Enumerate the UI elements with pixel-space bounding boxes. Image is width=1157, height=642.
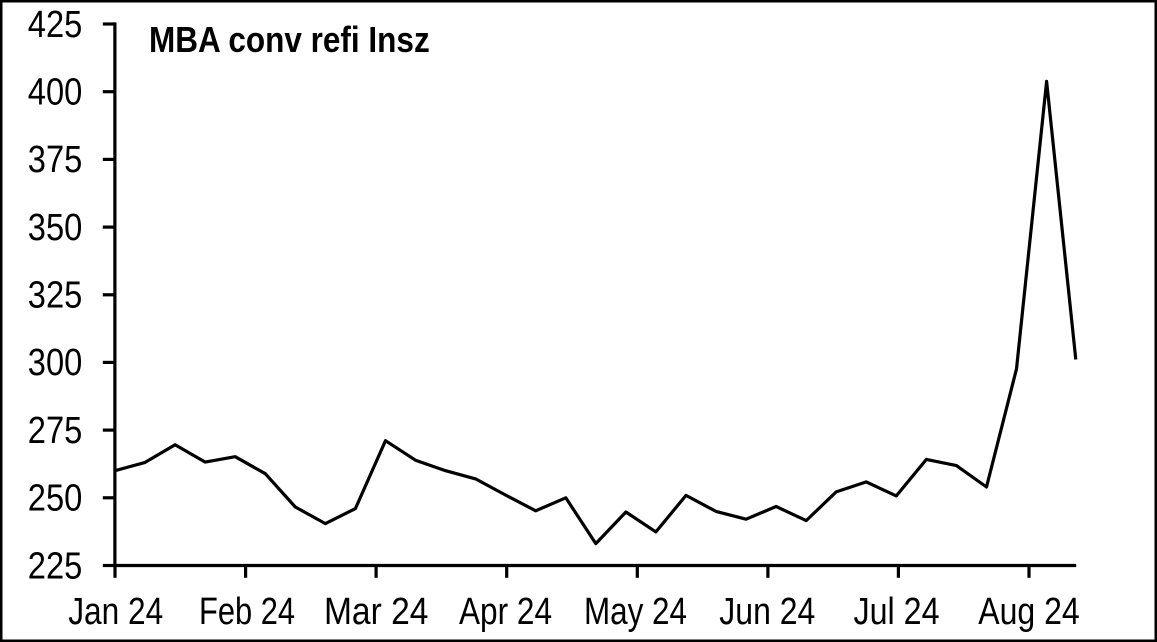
svg-text:425: 425 [28,4,83,46]
svg-text:Apr 24: Apr 24 [459,591,552,633]
svg-text:Mar 24: Mar 24 [324,591,429,633]
svg-text:Aug 24: Aug 24 [978,591,1080,633]
svg-text:May 24: May 24 [584,591,687,633]
svg-text:400: 400 [28,72,83,114]
svg-text:Jul 24: Jul 24 [854,591,940,633]
svg-text:375: 375 [28,139,83,181]
svg-text:350: 350 [28,207,83,249]
svg-text:250: 250 [28,478,83,520]
svg-text:275: 275 [28,410,83,452]
svg-text:Feb 24: Feb 24 [199,591,295,633]
svg-text:225: 225 [28,545,83,587]
svg-text:325: 325 [28,275,83,317]
svg-text:300: 300 [28,342,83,384]
svg-text:Jun 24: Jun 24 [719,591,815,633]
svg-text:Jan 24: Jan 24 [68,591,163,633]
svg-text:MBA conv refi Insz: MBA conv refi Insz [149,19,430,60]
